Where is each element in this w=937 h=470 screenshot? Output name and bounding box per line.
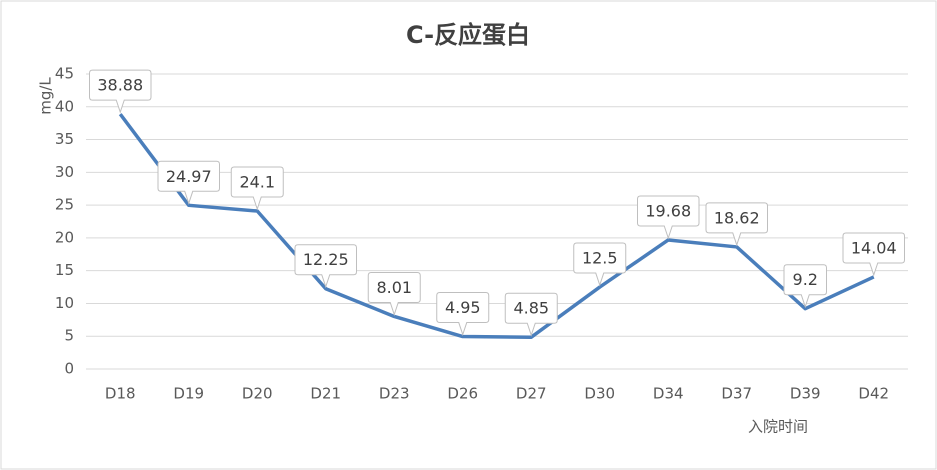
x-tick-label: D30 (584, 385, 615, 403)
data-label: 38.88 (97, 76, 143, 95)
data-label: 24.97 (166, 167, 212, 186)
y-tick-label: 25 (55, 196, 74, 214)
data-label-box (705, 202, 768, 247)
x-tick-label: D27 (516, 385, 547, 403)
y-tick-label: 10 (55, 294, 74, 312)
data-label-box (157, 160, 220, 205)
x-tick-label: D26 (447, 385, 478, 403)
y-tick-label: 30 (55, 163, 74, 181)
x-tick-label: D23 (379, 385, 410, 403)
x-tick-label: D42 (858, 385, 889, 403)
y-tick-label: 0 (64, 360, 74, 378)
data-label: 19.68 (645, 201, 691, 220)
x-tick-label: D20 (242, 385, 273, 403)
x-tick-label: D18 (105, 385, 136, 403)
data-label-box (436, 292, 490, 337)
data-label-box (230, 166, 284, 211)
y-axis-label: mg/L (37, 77, 55, 115)
data-label: 8.01 (376, 278, 412, 297)
y-tick-label: 45 (55, 65, 74, 83)
y-tick-label: 5 (64, 327, 74, 345)
data-label-box (783, 264, 827, 309)
data-label-box (842, 232, 905, 277)
x-tick-label: D34 (653, 385, 684, 403)
y-tick-label: 40 (55, 97, 74, 115)
y-tick-label: 15 (55, 261, 74, 279)
data-label-box (573, 242, 627, 287)
data-label: 18.62 (714, 208, 760, 227)
data-label: 14.04 (851, 238, 897, 257)
data-label-box (637, 195, 700, 240)
data-label-box (89, 69, 152, 114)
data-label: 12.5 (582, 249, 618, 268)
data-label: 12.25 (303, 250, 349, 269)
y-tick-label: 20 (55, 228, 74, 246)
y-tick-label: 35 (55, 130, 74, 148)
data-label: 24.1 (239, 173, 275, 192)
data-label-box (367, 271, 421, 317)
x-tick-label: D19 (173, 385, 204, 403)
x-axis-label: 入院时间 (748, 418, 808, 436)
data-label: 9.2 (793, 270, 818, 289)
x-tick-label: D39 (790, 385, 821, 403)
x-tick-label: D37 (721, 385, 752, 403)
x-tick-label: D21 (310, 385, 341, 403)
data-label: 4.85 (513, 299, 549, 318)
data-line (118, 113, 875, 339)
data-label-box (294, 244, 357, 289)
chart-title: C-反应蛋白 (406, 21, 530, 49)
data-label: 4.95 (445, 298, 481, 317)
data-label-box (504, 292, 558, 337)
